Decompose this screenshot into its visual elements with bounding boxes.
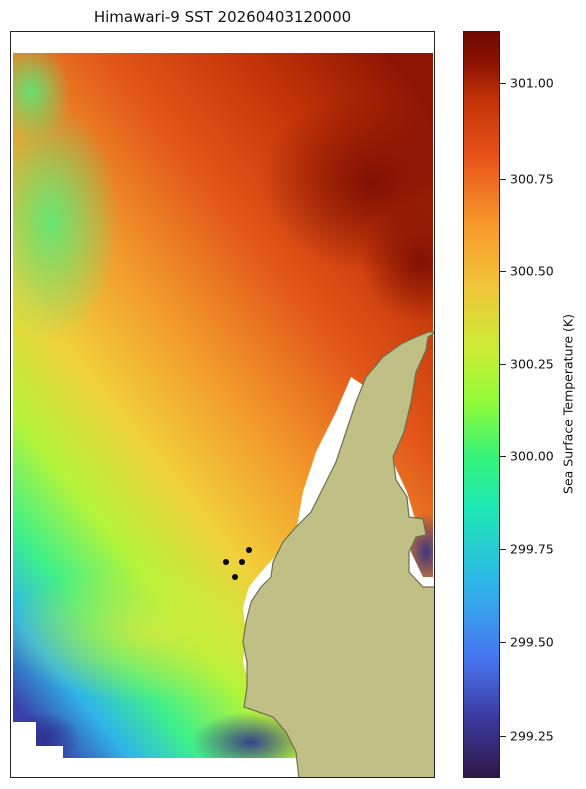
station-marker[interactable] [223,559,229,565]
colorbar-tick [500,456,506,457]
colorbar-tick [500,83,506,84]
colorbar-tick-label: 300.00 [510,448,554,464]
station-markers [223,547,252,580]
colorbar-tick [500,736,506,737]
station-marker[interactable] [232,574,238,580]
colorbar-tick [500,642,506,643]
colorbar-tick-label: 301.00 [510,75,554,91]
colorbar-tick-label: 299.50 [510,634,554,650]
station-marker[interactable] [239,559,245,565]
colorbar-tick [500,364,506,365]
colorbar-tick-label: 299.25 [510,728,554,744]
map-title: Himawari-9 SST 20260403120000 [93,8,352,26]
colorbar-tick-label: 299.75 [510,541,554,557]
land-mass [242,331,434,777]
colorbar [463,31,500,778]
station-marker[interactable] [246,547,252,553]
map-panel[interactable] [10,31,435,778]
colorbar-tick [500,549,506,550]
colorbar-tick-label: 300.25 [510,356,554,372]
colorbar-tick [500,179,506,180]
colorbar-tick-label: 300.75 [510,171,554,187]
sst-map [13,53,434,777]
colorbar-label: Sea Surface Temperature (K) [560,314,576,494]
colorbar-tick [500,271,506,272]
colorbar-tick-label: 300.50 [510,263,554,279]
